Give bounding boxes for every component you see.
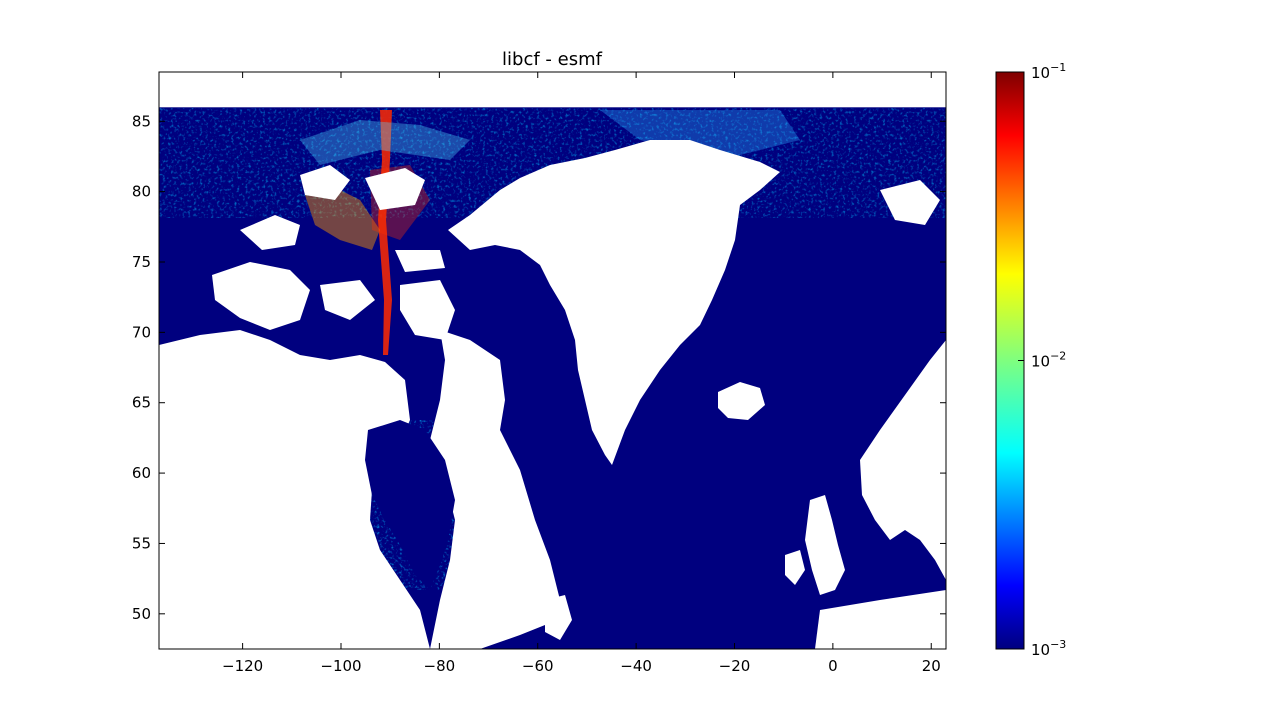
hudson-bay <box>365 420 455 590</box>
x-tick-label: −40 <box>620 657 652 675</box>
y-axis-ticks: 50 55 60 65 70 75 80 85 <box>132 112 946 623</box>
colorbar-ticks: 10−1 10−2 10−3 <box>1018 61 1066 659</box>
colorbar-tick-label: 10−2 <box>1031 350 1066 371</box>
colorbar-tick-label: 10−3 <box>1031 638 1066 659</box>
y-tick-label: 65 <box>132 394 151 412</box>
no-data-band <box>159 72 946 108</box>
labrador <box>430 330 560 649</box>
north-america-mainland <box>159 330 430 649</box>
y-tick-label: 55 <box>132 534 151 552</box>
greenland <box>448 140 780 465</box>
colorbar-tick-label: 10−1 <box>1031 61 1066 82</box>
x-tick-label: 20 <box>922 657 941 675</box>
axes-frame <box>158 71 947 650</box>
chart-title: libcf - esmf <box>502 49 603 70</box>
heatmap-plot <box>159 72 946 649</box>
x-axis-ticks: −120 −100 −80 −60 −40 −20 0 20 <box>222 72 941 675</box>
x-tick-label: −60 <box>522 657 554 675</box>
y-tick-label: 80 <box>132 183 151 201</box>
y-tick-label: 50 <box>132 605 151 623</box>
y-tick-label: 85 <box>132 112 151 130</box>
britain <box>805 495 845 595</box>
x-tick-label: −120 <box>222 657 263 675</box>
x-tick-label: 0 <box>828 657 838 675</box>
iceland <box>718 382 765 420</box>
y-tick-label: 75 <box>132 253 151 271</box>
colorbar: 10−1 10−2 10−3 <box>995 61 1066 659</box>
x-tick-label: −80 <box>424 657 456 675</box>
scandinavia <box>860 340 946 580</box>
ireland <box>785 550 805 585</box>
land-masks <box>159 140 946 649</box>
y-tick-label: 70 <box>132 323 151 341</box>
x-tick-label: −20 <box>719 657 751 675</box>
x-tick-label: −100 <box>320 657 361 675</box>
y-tick-label: 60 <box>132 464 151 482</box>
